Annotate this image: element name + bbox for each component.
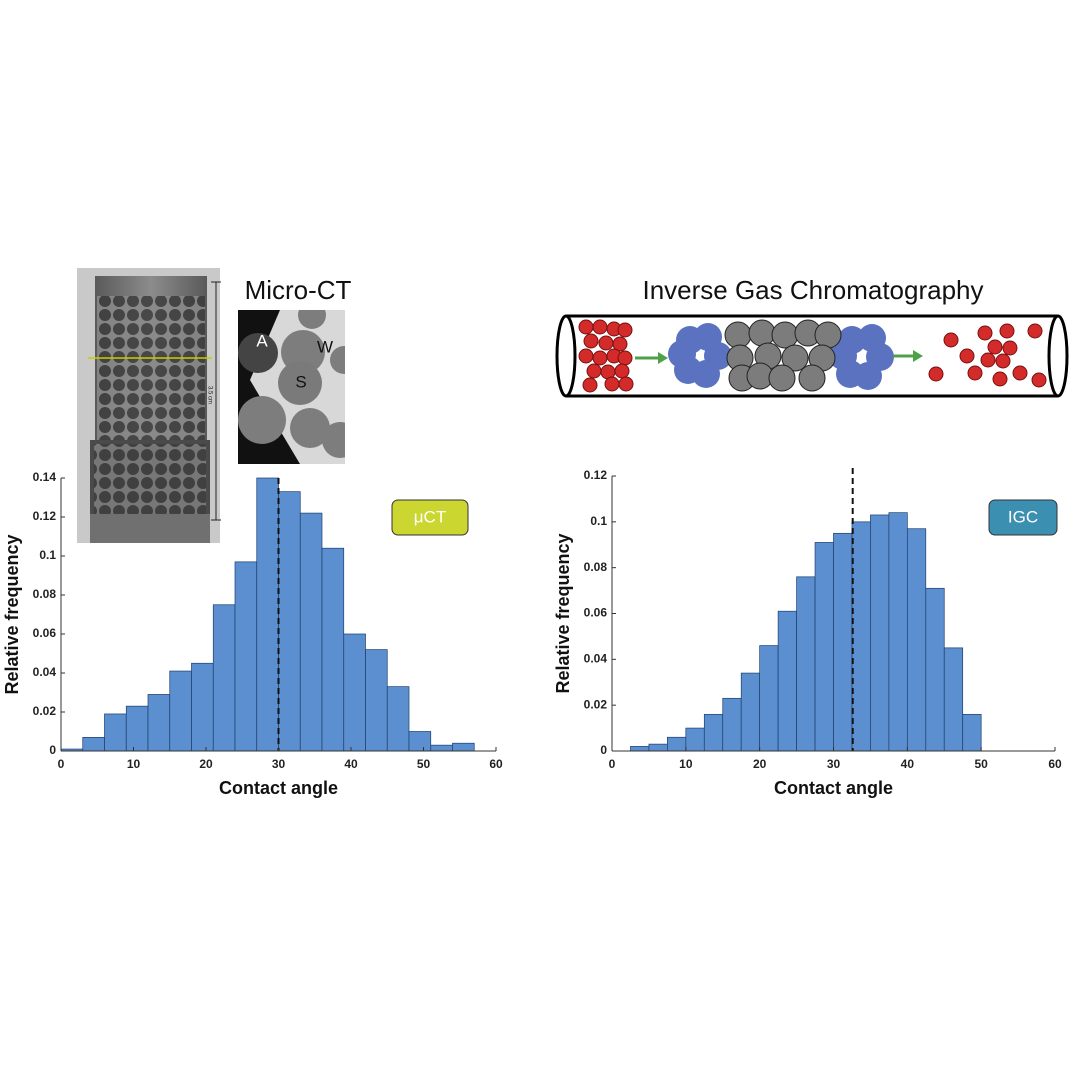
x-tick-label: 30 (827, 757, 841, 771)
bar (648, 743, 668, 752)
x-tick-label: 50 (417, 757, 431, 771)
legend-badge (391, 499, 469, 536)
bar (888, 512, 908, 752)
bar (906, 528, 927, 752)
bar (408, 731, 432, 752)
x-tick-label: 40 (344, 757, 358, 771)
legend-label: μCT (414, 507, 446, 526)
x-axis-label: Contact angle (219, 778, 338, 798)
y-tick-label: 0.06 (584, 606, 608, 620)
bar (796, 576, 816, 752)
bar (703, 713, 724, 752)
y-tick-label: 0.1 (39, 548, 56, 562)
legend-label: IGC (1008, 507, 1038, 526)
x-tick-label: 60 (1048, 757, 1062, 771)
bar (212, 604, 236, 752)
y-tick-label: 0.08 (584, 560, 608, 574)
bar (630, 746, 650, 752)
y-tick-label: 0 (600, 743, 607, 757)
x-tick-label: 20 (199, 757, 213, 771)
x-tick-label: 30 (272, 757, 286, 771)
bar (386, 686, 410, 752)
y-tick-label: 0.06 (33, 626, 57, 640)
bar (234, 561, 258, 752)
bar (82, 736, 105, 752)
igc-tube (555, 314, 1069, 398)
bar (452, 742, 475, 752)
bar (256, 477, 279, 752)
ct-slice: A W S (238, 310, 345, 464)
x-tick-label: 10 (127, 757, 141, 771)
bar (104, 713, 127, 752)
y-tick-label: 0.04 (33, 665, 57, 679)
chart-title: Micro-CT (245, 275, 352, 305)
bar (365, 649, 388, 752)
bar (147, 694, 171, 752)
bar (925, 587, 945, 752)
bar (299, 512, 323, 752)
bar (759, 645, 779, 752)
bar (278, 491, 301, 752)
y-tick-label: 0.12 (33, 509, 57, 523)
y-tick-label: 0.08 (33, 587, 57, 601)
bar (191, 662, 214, 752)
bar (722, 697, 742, 752)
x-axis-label: Contact angle (774, 778, 893, 798)
legend-badge (988, 499, 1058, 536)
y-axis-label: Relative frequency (553, 533, 573, 693)
bar (851, 521, 871, 752)
bar (943, 647, 964, 752)
scale-label: 3.5 cm (206, 386, 212, 404)
y-tick-label: 0.02 (584, 697, 608, 711)
bar (169, 670, 192, 752)
bar (685, 727, 705, 752)
y-tick-label: 0.02 (33, 704, 57, 718)
y-tick-label: 0.04 (584, 652, 608, 666)
bar (870, 514, 890, 752)
y-tick-label: 0 (49, 743, 56, 757)
bar (833, 532, 853, 752)
y-tick-label: 0.14 (33, 470, 57, 484)
x-tick-label: 0 (58, 757, 65, 771)
bar (343, 633, 366, 752)
y-tick-label: 0.1 (590, 514, 607, 528)
x-tick-label: 20 (753, 757, 767, 771)
y-tick-label: 0.12 (584, 468, 608, 482)
chart-title: Inverse Gas Chromatography (642, 275, 983, 305)
bar (777, 610, 797, 752)
bar (962, 713, 982, 752)
bar (814, 542, 834, 752)
bar (740, 672, 761, 752)
bar (125, 705, 149, 752)
bar (321, 547, 345, 752)
y-axis-label: Relative frequency (2, 534, 22, 694)
bar (430, 744, 453, 752)
x-tick-label: 60 (489, 757, 503, 771)
x-tick-label: 50 (974, 757, 988, 771)
xray-image: 3.5 cm (77, 268, 221, 543)
ct-label: S (295, 372, 306, 391)
x-tick-label: 10 (679, 757, 693, 771)
x-tick-label: 40 (901, 757, 915, 771)
x-tick-label: 0 (609, 757, 616, 771)
bar (667, 736, 687, 752)
ct-label: W (317, 337, 333, 356)
ct-label: A (256, 331, 268, 350)
